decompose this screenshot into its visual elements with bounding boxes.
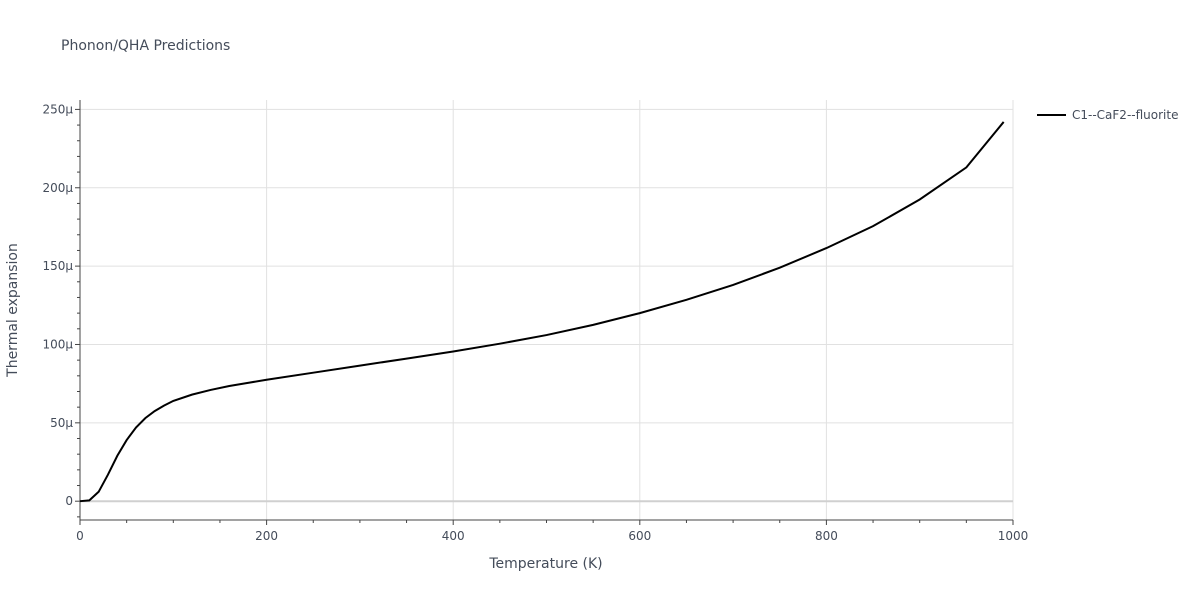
axes-layer: 0 200 400 600 800 1000 0 50μ 100μ 150μ 200μ 250μ xyxy=(42,100,1028,543)
legend[interactable]: C1--CaF2--fluorite xyxy=(1037,108,1178,122)
y-tick-label: 50μ xyxy=(50,416,73,430)
y-axis-title: Thermal expansion xyxy=(5,243,21,378)
x-tick-label: 1000 xyxy=(998,529,1029,543)
x-tick-label: 0 xyxy=(76,529,84,543)
x-tick-label: 200 xyxy=(255,529,278,543)
x-axis-title: Temperature (K) xyxy=(488,556,602,572)
x-tick-label: 400 xyxy=(442,529,465,543)
chart-title: Phonon/QHA Predictions xyxy=(61,38,230,54)
grid-layer xyxy=(80,100,1014,520)
series-line xyxy=(79,121,1005,503)
x-tick-label: 800 xyxy=(815,529,838,543)
y-tick-label: 100μ xyxy=(42,337,73,351)
x-tick-label: 600 xyxy=(628,529,651,543)
series-layer xyxy=(79,121,1005,503)
y-tick-label: 150μ xyxy=(42,259,73,273)
y-tick-label: 250μ xyxy=(42,102,73,116)
legend-label: C1--CaF2--fluorite xyxy=(1072,108,1178,122)
y-tick-label: 200μ xyxy=(42,181,73,195)
y-tick-label: 0 xyxy=(65,494,73,508)
